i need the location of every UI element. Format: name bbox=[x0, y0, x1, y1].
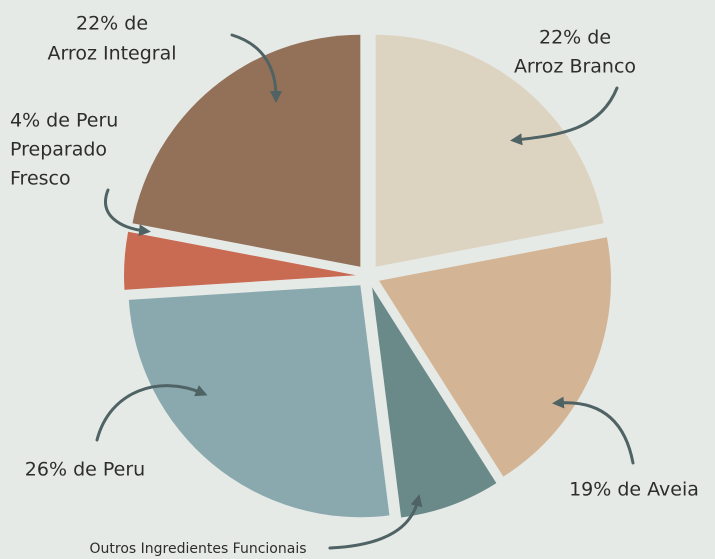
slice-label: 4% de Peru bbox=[10, 110, 118, 132]
slice-label: Preparado bbox=[10, 139, 107, 161]
arrow bbox=[95, 384, 208, 442]
arrow bbox=[552, 396, 635, 465]
labels: 22% de Arroz Branco 19% de Aveia Outros Ing… bbox=[10, 13, 699, 558]
slice-label: Arroz Integral bbox=[47, 43, 176, 65]
slice-label: 19% de Aveia bbox=[569, 479, 699, 501]
slice-label: Arroz Branco bbox=[514, 56, 636, 78]
arrow bbox=[328, 494, 423, 550]
pie-slice bbox=[375, 34, 604, 267]
pie-slice bbox=[372, 287, 497, 518]
slice-label: Fresco bbox=[10, 168, 71, 190]
slice-label: 22% de bbox=[76, 13, 148, 35]
arrow bbox=[230, 33, 282, 103]
pie-slice bbox=[128, 285, 390, 518]
pie bbox=[124, 34, 612, 518]
annotation-arrows bbox=[95, 33, 635, 550]
slice-label: 22% de bbox=[539, 27, 611, 49]
pie-slice bbox=[132, 34, 361, 267]
slice-label: 26% de Peru bbox=[25, 459, 145, 481]
slice-label: Outros Ingredientes Funcionais bbox=[89, 541, 306, 557]
pie-slice bbox=[379, 237, 612, 477]
arrow bbox=[104, 188, 151, 237]
arrow bbox=[510, 86, 619, 146]
pie-slice bbox=[124, 231, 357, 290]
